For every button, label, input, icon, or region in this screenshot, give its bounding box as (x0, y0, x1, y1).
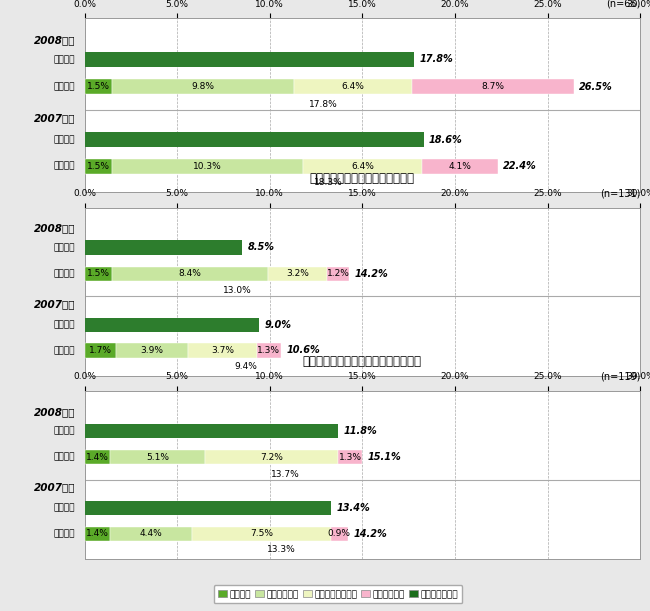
Bar (331, 527, 348, 541)
Text: 2008年度: 2008年度 (34, 407, 75, 417)
Bar (111, 450, 205, 464)
Bar (84, 159, 112, 174)
Bar (116, 343, 188, 357)
Text: 6.4%: 6.4% (342, 82, 365, 91)
Bar (112, 266, 268, 281)
Text: 14.2%: 14.2% (355, 269, 389, 279)
Text: 7.2%: 7.2% (260, 453, 283, 462)
Bar (112, 79, 294, 94)
Text: 14.2%: 14.2% (353, 529, 387, 539)
Text: 4.1%: 4.1% (448, 162, 471, 170)
Text: 利息収入: 利息収入 (54, 320, 75, 329)
Text: 2007年度: 2007年度 (34, 482, 75, 492)
Bar (257, 343, 281, 357)
Text: 8.4%: 8.4% (179, 269, 202, 279)
Text: 1.5%: 1.5% (87, 82, 110, 91)
Text: 利息収入: 利息収入 (54, 135, 75, 144)
Bar (84, 52, 414, 67)
Text: 3.9%: 3.9% (140, 346, 164, 355)
Title: 事業者金融業者の事業コスト構造: 事業者金融業者の事業コスト構造 (310, 172, 415, 185)
Bar (303, 159, 422, 174)
Text: 13.7%: 13.7% (271, 470, 300, 478)
Bar (327, 266, 350, 281)
Text: 4.4%: 4.4% (140, 529, 162, 538)
Text: 5.1%: 5.1% (146, 453, 169, 462)
Text: 営業費用: 営業費用 (54, 453, 75, 462)
Text: 11.8%: 11.8% (344, 426, 378, 436)
Bar (111, 527, 192, 541)
Bar (412, 79, 573, 94)
Text: 1.2%: 1.2% (327, 269, 350, 279)
Text: 2007年度: 2007年度 (34, 299, 75, 309)
Text: 13.3%: 13.3% (267, 545, 296, 554)
Text: (n=119): (n=119) (600, 372, 640, 382)
Text: 0.9%: 0.9% (328, 529, 351, 538)
Text: 2008年度: 2008年度 (34, 224, 75, 233)
Text: 18.6%: 18.6% (429, 134, 463, 145)
Text: 9.8%: 9.8% (192, 82, 215, 91)
Text: (n=131): (n=131) (600, 189, 640, 199)
Text: 利息収入: 利息収入 (54, 503, 75, 513)
Bar (205, 450, 338, 464)
Text: 22.4%: 22.4% (503, 161, 537, 171)
Text: 営業費用: 営業費用 (54, 346, 75, 355)
Bar (422, 159, 498, 174)
Text: (n=65): (n=65) (606, 0, 640, 9)
Text: 営業費用: 営業費用 (54, 269, 75, 279)
Text: 18.3%: 18.3% (314, 178, 343, 187)
Text: 利息収入: 利息収入 (54, 243, 75, 252)
Text: 8.5%: 8.5% (248, 243, 274, 252)
Text: 2007年度: 2007年度 (34, 113, 75, 123)
Bar (84, 343, 116, 357)
Bar (294, 79, 412, 94)
Text: 15.1%: 15.1% (368, 452, 402, 462)
Bar (84, 423, 338, 438)
Text: 26.5%: 26.5% (579, 82, 613, 92)
Text: 17.8%: 17.8% (309, 100, 338, 109)
Bar (188, 343, 257, 357)
Text: 3.2%: 3.2% (286, 269, 309, 279)
Text: 8.7%: 8.7% (482, 82, 504, 91)
Bar (84, 79, 112, 94)
Bar (84, 450, 110, 464)
Text: 13.0%: 13.0% (223, 287, 252, 295)
Text: 1.3%: 1.3% (339, 453, 362, 462)
Text: 1.4%: 1.4% (86, 529, 109, 538)
Title: クレジット・信販他の事業コスト構造: クレジット・信販他の事業コスト構造 (303, 356, 422, 368)
Text: 7.5%: 7.5% (250, 529, 273, 538)
Text: 1.3%: 1.3% (257, 346, 280, 355)
Bar (84, 501, 331, 515)
Bar (192, 527, 331, 541)
Text: 3.7%: 3.7% (211, 346, 234, 355)
Bar (84, 527, 110, 541)
Text: 利息収入: 利息収入 (54, 55, 75, 64)
Text: 1.5%: 1.5% (87, 162, 110, 170)
Text: 6.4%: 6.4% (351, 162, 374, 170)
Bar (338, 450, 363, 464)
Legend: 金融費用, 貸倒償却費用, その他販売管理費, 利息返還費用, 営業貲付金利息: 金融費用, 貸倒償却費用, その他販売管理費, 利息返還費用, 営業貲付金利息 (214, 585, 462, 604)
Text: 1.5%: 1.5% (87, 269, 110, 279)
Text: 1.4%: 1.4% (86, 453, 109, 462)
Bar (268, 266, 327, 281)
Text: 1.7%: 1.7% (89, 346, 112, 355)
Bar (84, 318, 259, 332)
Text: 10.3%: 10.3% (193, 162, 222, 170)
Bar (112, 159, 303, 174)
Text: 営業費用: 営業費用 (54, 162, 75, 170)
Text: 営業費用: 営業費用 (54, 529, 75, 538)
Bar (84, 240, 242, 255)
Text: 2008年度: 2008年度 (34, 35, 75, 45)
Text: 9.0%: 9.0% (264, 320, 291, 330)
Bar (84, 132, 424, 147)
Text: 9.4%: 9.4% (234, 362, 257, 371)
Text: 利息収入: 利息収入 (54, 426, 75, 435)
Bar (84, 266, 112, 281)
Text: 13.4%: 13.4% (337, 503, 370, 513)
Text: 営業費用: 営業費用 (54, 82, 75, 91)
Text: 17.8%: 17.8% (420, 54, 454, 64)
Text: 10.6%: 10.6% (287, 345, 320, 356)
